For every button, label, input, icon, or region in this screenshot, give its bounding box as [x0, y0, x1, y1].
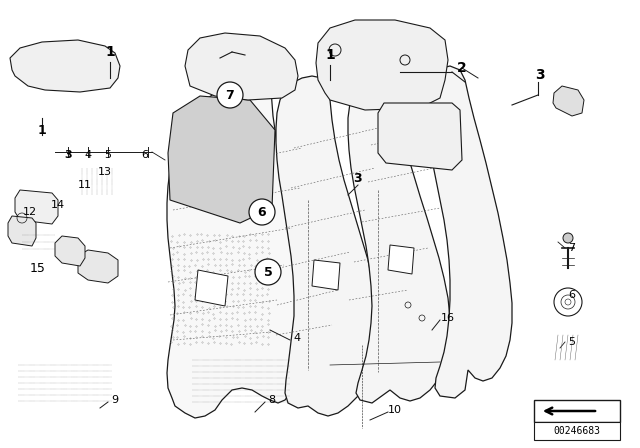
Polygon shape: [316, 20, 448, 110]
Text: 7: 7: [568, 243, 575, 253]
Text: 6: 6: [258, 206, 266, 219]
Polygon shape: [312, 260, 340, 290]
Bar: [534, 422, 620, 440]
Text: 7: 7: [226, 89, 234, 102]
Polygon shape: [348, 74, 450, 403]
Text: 1: 1: [325, 48, 335, 62]
Text: 4: 4: [84, 150, 92, 160]
Polygon shape: [378, 103, 462, 170]
Polygon shape: [276, 76, 378, 416]
Polygon shape: [553, 86, 584, 116]
Text: 16: 16: [441, 313, 455, 323]
Text: 5: 5: [104, 150, 111, 160]
Polygon shape: [388, 245, 414, 274]
Text: 10: 10: [388, 405, 402, 415]
Text: 3: 3: [354, 172, 362, 185]
Text: 3: 3: [64, 150, 72, 160]
Text: 9: 9: [111, 395, 118, 405]
Polygon shape: [10, 40, 120, 92]
Text: 14: 14: [51, 200, 65, 210]
Text: 3: 3: [535, 68, 545, 82]
Text: 5: 5: [264, 266, 273, 279]
Text: 13: 13: [98, 167, 112, 177]
Text: 6: 6: [141, 150, 148, 160]
Circle shape: [563, 233, 573, 243]
Text: 1: 1: [105, 45, 115, 59]
Circle shape: [554, 288, 582, 316]
Circle shape: [217, 82, 243, 108]
Text: 8: 8: [268, 395, 276, 405]
Circle shape: [565, 299, 571, 305]
Text: 1: 1: [38, 124, 46, 137]
Text: 15: 15: [30, 262, 46, 275]
Polygon shape: [167, 80, 305, 418]
Polygon shape: [55, 236, 85, 266]
Text: 6: 6: [568, 290, 575, 300]
Polygon shape: [8, 216, 36, 246]
Text: 11: 11: [78, 180, 92, 190]
Text: 4: 4: [293, 333, 301, 343]
Polygon shape: [168, 96, 275, 223]
Polygon shape: [78, 250, 118, 283]
Circle shape: [249, 199, 275, 225]
Polygon shape: [185, 33, 298, 100]
Text: 2: 2: [457, 61, 467, 75]
Circle shape: [255, 259, 281, 285]
Text: 12: 12: [23, 207, 37, 217]
Bar: [534, 400, 620, 422]
Text: 00246683: 00246683: [554, 426, 600, 436]
Polygon shape: [15, 190, 58, 224]
Polygon shape: [195, 270, 228, 306]
Polygon shape: [426, 66, 512, 398]
Text: 5: 5: [568, 337, 575, 347]
